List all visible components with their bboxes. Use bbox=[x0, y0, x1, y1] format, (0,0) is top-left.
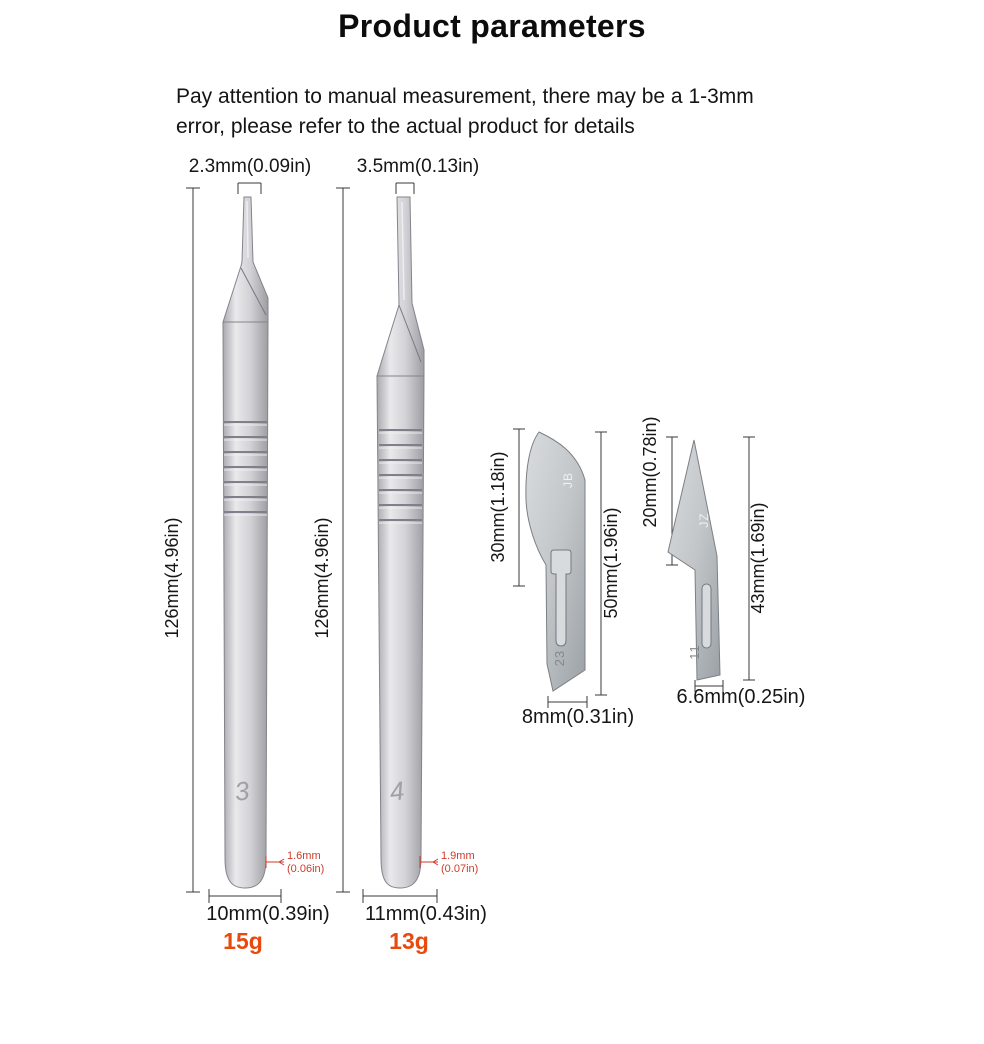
blade23-total-length-line bbox=[595, 431, 607, 696]
handle4-length-label: 126mm(4.96in) bbox=[312, 517, 332, 638]
blade11-width-bracket bbox=[694, 680, 724, 692]
blade11-brand-stamp: JZ bbox=[697, 512, 711, 527]
blade23-edge-length-label: 30mm(1.18in) bbox=[488, 451, 508, 562]
handle4-bottom-width-bracket bbox=[362, 889, 438, 903]
handle3-nose bbox=[222, 196, 269, 323]
blade11-width-label: 6.6mm(0.25in) bbox=[677, 686, 806, 708]
handle4-tip-thickness-inches: (0.07in) bbox=[441, 863, 478, 875]
blade11-mount-slot bbox=[701, 583, 712, 649]
handle4-length-line bbox=[336, 187, 350, 893]
handle4-bottom-width-label: 11mm(0.43in) bbox=[365, 903, 487, 925]
scalpel-handle-4-group: 3.5mm(0.13in) 126mm(4.96in) 4 1.9mm (0.0… bbox=[312, 156, 487, 954]
blade23-width-bracket bbox=[547, 696, 588, 708]
handle4-ridge-lines-dark bbox=[379, 429, 422, 521]
handle4-blade-seat-edge bbox=[398, 304, 422, 363]
blade11-edge-length-label: 20mm(0.78in) bbox=[640, 416, 660, 527]
blade23-model-stamp: 23 bbox=[552, 650, 567, 666]
blade11-total-length-line bbox=[743, 436, 755, 681]
handle4-nose-highlight bbox=[401, 201, 405, 301]
blade23-brand-stamp: JB bbox=[561, 472, 575, 488]
measurement-note-line1: Pay attention to manual measurement, the… bbox=[176, 85, 754, 108]
handle4-top-width-bracket bbox=[395, 182, 415, 194]
scalpel-handle-3-group: 2.3mm(0.09in) 126mm(4.96in) 3 1.6mm (0.0… bbox=[162, 156, 330, 954]
blade23-width-label: 8mm(0.31in) bbox=[522, 706, 634, 728]
blade23-edge-length-line bbox=[513, 428, 525, 587]
blade-23-group: 30mm(1.18in) 50mm(1.96in) JB 23 8mm(0.31… bbox=[488, 428, 634, 728]
handle3-weight-label: 15g bbox=[223, 928, 263, 954]
handle4-weight-label: 13g bbox=[389, 928, 429, 954]
blade23-mount-slot bbox=[550, 549, 572, 647]
handle3-engraving: 3 bbox=[233, 775, 252, 807]
handle3-tip-thickness-value: 1.6mm bbox=[287, 850, 321, 862]
measurement-note-line2: error, please refer to the actual produc… bbox=[176, 115, 635, 138]
handle4-grip-ridges bbox=[379, 429, 422, 524]
handle3-top-width-bracket bbox=[237, 182, 262, 194]
blade11-total-length-label: 43mm(1.69in) bbox=[748, 502, 768, 613]
blade11-model-stamp: 11 bbox=[687, 644, 702, 660]
blade11-shape bbox=[667, 439, 721, 681]
blade-11-group: 20mm(0.78in) 43mm(1.69in) JZ 11 6.6mm(0.… bbox=[640, 416, 805, 708]
handle3-top-width-label: 2.3mm(0.09in) bbox=[189, 156, 312, 177]
handle3-bottom-width-label: 10mm(0.39in) bbox=[206, 903, 329, 925]
handle3-tip-thickness-leader bbox=[265, 856, 285, 868]
handle3-grip-ridges bbox=[224, 421, 267, 516]
handle3-bottom-width-bracket bbox=[208, 889, 282, 903]
handle3-blade-seat-edge bbox=[240, 267, 267, 316]
handle3-length-line bbox=[186, 187, 200, 893]
handle3-nose-highlight bbox=[246, 200, 249, 259]
handle4-tip-thickness-leader bbox=[419, 856, 439, 868]
handle3-ridge-lines-dark bbox=[224, 421, 267, 513]
handle4-body bbox=[376, 375, 425, 889]
handle3-tip-thickness-inches: (0.06in) bbox=[287, 863, 324, 875]
handle4-tip-thickness-value: 1.9mm bbox=[441, 850, 475, 862]
handle3-length-label: 126mm(4.96in) bbox=[162, 517, 182, 638]
handle4-tip-thickness-annotation: 1.9mm (0.07in) bbox=[419, 850, 478, 875]
page-title: Product parameters bbox=[338, 8, 646, 44]
measurement-note: Pay attention to manual measurement, the… bbox=[176, 82, 754, 142]
handle4-engraving: 4 bbox=[388, 775, 406, 807]
handle3-tip-thickness-annotation: 1.6mm (0.06in) bbox=[265, 850, 324, 875]
handle4-ridge-lines-light bbox=[379, 432, 422, 524]
handle4-top-width-label: 3.5mm(0.13in) bbox=[357, 156, 480, 177]
handle3-ridge-lines-light bbox=[224, 424, 267, 516]
blade23-total-length-label: 50mm(1.96in) bbox=[601, 507, 621, 618]
handle4-nose bbox=[376, 196, 425, 377]
